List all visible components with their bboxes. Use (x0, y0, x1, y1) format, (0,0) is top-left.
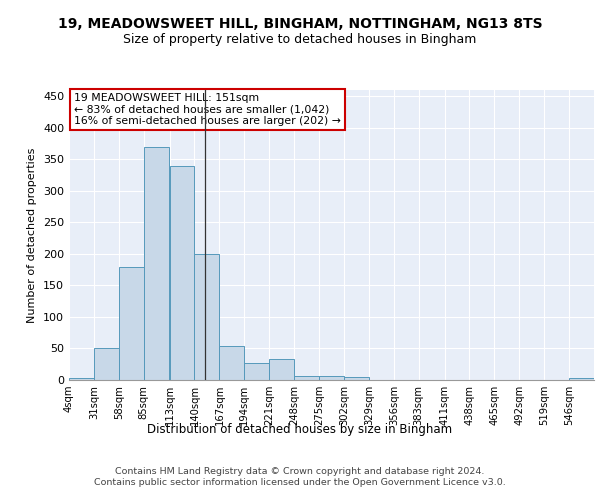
Bar (119, 266, 144, 380)
Text: 19 MEADOWSWEET HILL: 151sqm
← 83% of detached houses are smaller (1,042)
16% of : 19 MEADOWSWEET HILL: 151sqm ← 83% of det… (74, 93, 341, 126)
Bar (344, 378, 369, 380)
Bar (319, 376, 344, 380)
Bar (69, 378, 94, 380)
Bar (269, 359, 294, 380)
Text: 19, MEADOWSWEET HILL, BINGHAM, NOTTINGHAM, NG13 8TS: 19, MEADOWSWEET HILL, BINGHAM, NOTTINGHA… (58, 18, 542, 32)
Bar (244, 363, 269, 380)
Bar (94, 348, 119, 380)
Y-axis label: Number of detached properties: Number of detached properties (28, 148, 37, 322)
Bar (170, 166, 194, 380)
Bar (144, 146, 169, 380)
Text: Distribution of detached houses by size in Bingham: Distribution of detached houses by size … (148, 422, 452, 436)
Bar (294, 376, 319, 380)
Text: Size of property relative to detached houses in Bingham: Size of property relative to detached ho… (124, 32, 476, 46)
Text: Contains HM Land Registry data © Crown copyright and database right 2024.
Contai: Contains HM Land Registry data © Crown c… (94, 468, 506, 487)
Bar (569, 378, 594, 380)
Bar (220, 346, 244, 380)
Bar (194, 254, 220, 380)
